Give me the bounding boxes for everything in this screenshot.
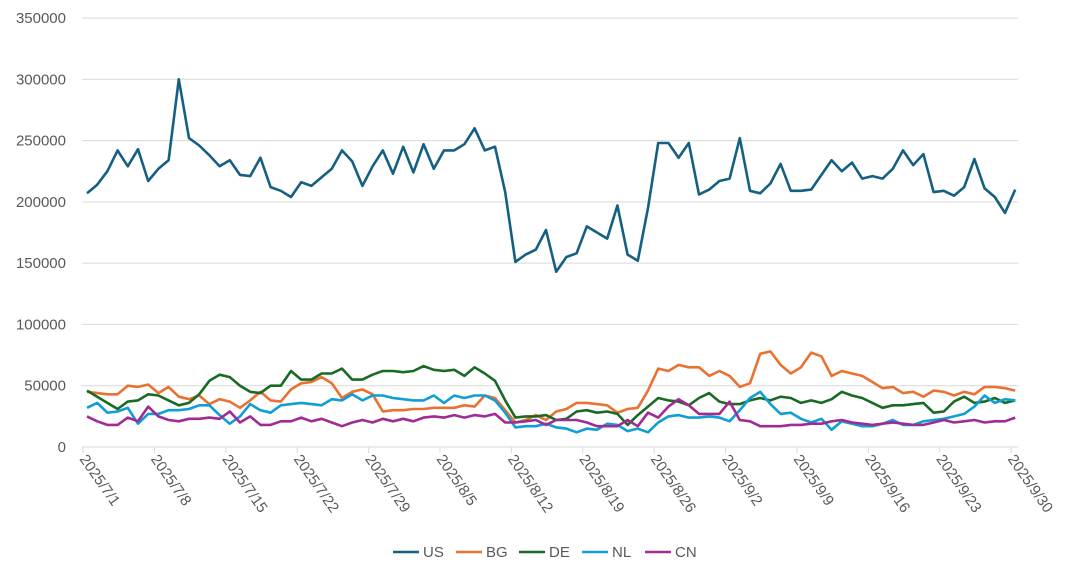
legend-item-bg: BG <box>456 544 508 561</box>
x-axis: 2025/7/1 2025/7/8 2025/7/15 2025/7/22 2025/7… <box>76 446 1056 516</box>
y-axis-ticks: 0 50000 100000 150000 200000 250000 300000 3500… <box>16 10 66 456</box>
legend-label: NL <box>612 544 631 561</box>
series-line-us <box>86 78 1017 274</box>
series-line-cn <box>86 397 1016 428</box>
x-tick-label: 2025/7/1 <box>76 452 123 510</box>
series-lines <box>86 78 1017 434</box>
legend-label: DE <box>549 544 570 561</box>
legend-item-de: DE <box>519 544 570 561</box>
legend: US BG DE NL CN <box>393 544 697 561</box>
x-tick-label: 2025/7/29 <box>361 452 413 516</box>
x-tick-label: 2025/7/8 <box>147 452 194 510</box>
x-tick-label: 2025/9/9 <box>790 452 837 510</box>
x-tick-label: 2025/9/30 <box>1004 452 1056 516</box>
x-tick-label: 2025/8/5 <box>433 452 480 510</box>
y-tick-label: 0 <box>58 439 66 456</box>
legend-item-nl: NL <box>582 544 631 561</box>
series-line-bg <box>86 350 1016 424</box>
x-tick-label: 2025/9/16 <box>861 452 913 516</box>
legend-label: US <box>423 544 444 561</box>
y-tick-label: 350000 <box>16 10 66 27</box>
legend-label: CN <box>675 544 697 561</box>
legend-item-cn: CN <box>645 544 697 561</box>
x-tick-label: 2025/7/15 <box>219 452 271 516</box>
y-tick-label: 300000 <box>16 71 66 88</box>
gridlines <box>82 17 1018 387</box>
legend-label: BG <box>486 544 508 561</box>
legend-item-us: US <box>393 544 444 561</box>
x-tick-label: 2025/9/23 <box>933 452 985 516</box>
x-tick-label: 2025/9/2 <box>718 452 765 510</box>
x-tick-label: 2025/7/22 <box>290 452 342 516</box>
y-tick-label: 50000 <box>24 378 66 395</box>
series-line-nl <box>86 390 1016 434</box>
y-tick-label: 100000 <box>16 316 66 333</box>
x-tick-label: 2025/8/26 <box>647 452 699 516</box>
series-line-de <box>86 364 1016 427</box>
x-tick-label: 2025/8/19 <box>576 452 628 516</box>
y-tick-label: 200000 <box>16 194 66 211</box>
x-tick-label: 2025/8/12 <box>504 452 556 516</box>
y-tick-label: 150000 <box>16 255 66 272</box>
y-tick-label: 250000 <box>16 133 66 150</box>
